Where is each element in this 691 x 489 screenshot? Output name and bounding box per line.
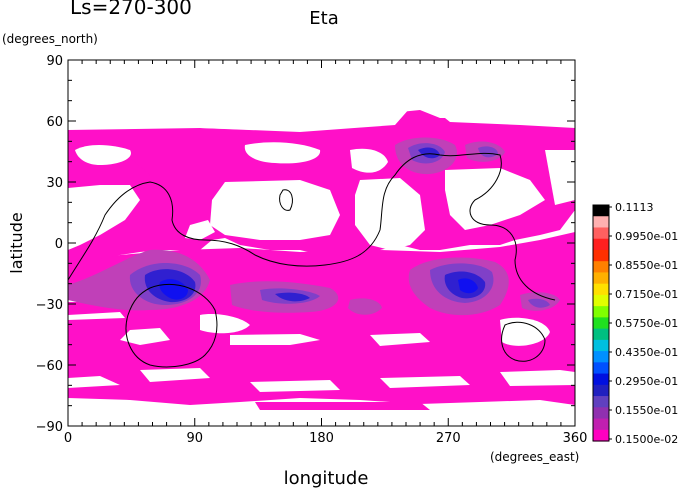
chart-subtitle: Ls=270-300: [70, 0, 192, 19]
colorbar-swatch: [593, 216, 609, 229]
colorbar-swatch: [593, 384, 609, 397]
y-tick-labels: 90 60 30 0 −30 −60 −90: [36, 54, 63, 435]
y-tick-label: 90: [46, 54, 63, 69]
y-ticks: [68, 59, 575, 427]
x-tick-label: 90: [186, 431, 203, 446]
colorbar-swatch: [593, 317, 609, 330]
x-tick-label: 0: [64, 431, 72, 446]
x-axis-label: longitude: [284, 468, 369, 489]
y-tick-label: −30: [36, 298, 63, 313]
x-ticks: [67, 60, 576, 426]
colorbar-swatch: [593, 238, 609, 251]
colorbar-swatch: [593, 306, 609, 318]
colorbar-swatch: [593, 283, 609, 296]
x-tick-label: 270: [436, 431, 461, 446]
colorbar-swatch: [593, 362, 609, 375]
colorbar-label: 0.9950e-01: [615, 230, 678, 243]
colorbar-swatch: [593, 407, 609, 420]
contour-level-low: [255, 402, 430, 410]
colorbar-swatch: [593, 373, 609, 386]
colorbar-label: 0.2950e-01: [615, 375, 678, 388]
y-tick-label: 60: [46, 115, 63, 130]
colorbar-label: 0.7150e-01: [615, 288, 678, 301]
y-tick-label: −90: [36, 420, 63, 435]
colorbar-labels: 0.1113 0.9950e-01 0.8550e-01 0.7150e-01 0.57…: [615, 201, 678, 446]
colorbar-label: 0.1550e-01: [615, 404, 678, 417]
colorbar-swatch: [593, 249, 609, 262]
colorbar-swatch: [593, 351, 609, 363]
colorbar-swatch: [593, 205, 609, 217]
y-tick-label: −60: [36, 359, 63, 374]
x-tick-label: 360: [563, 431, 588, 446]
colorbar-label: 0.1500e-02: [615, 433, 678, 446]
colorbar-swatch: [593, 294, 609, 307]
contour-gaps: [68, 60, 575, 426]
colorbar: [592, 204, 612, 442]
colorbar-swatch: [593, 272, 609, 285]
x-tick-labels: 0 90 180 270 360: [64, 431, 588, 446]
colorbar-swatch: [593, 227, 609, 240]
y-axis-label: latitude: [7, 212, 26, 273]
y-units: (degrees_north): [2, 32, 98, 46]
colorbar-swatch: [593, 418, 609, 431]
colorbar-swatch: [593, 339, 609, 352]
colorbar-swatch: [593, 328, 609, 341]
colorbar-label: 0.8550e-01: [615, 259, 678, 272]
x-tick-label: 180: [309, 431, 334, 446]
colorbar-swatch: [593, 261, 609, 274]
x-units: (degrees_east): [490, 450, 579, 464]
y-tick-label: 30: [46, 176, 63, 191]
y-tick-label: 0: [55, 237, 63, 252]
colorbar-swatch: [593, 429, 609, 442]
colorbar-label: 0.1113: [615, 201, 654, 214]
colorbar-label: 0.5750e-01: [615, 317, 678, 330]
chart-title: Eta: [309, 8, 338, 29]
colorbar-label: 0.4350e-01: [615, 346, 678, 359]
topography-contours: [68, 152, 556, 368]
contour-field: [68, 60, 575, 426]
colorbar-swatch: [593, 396, 609, 408]
